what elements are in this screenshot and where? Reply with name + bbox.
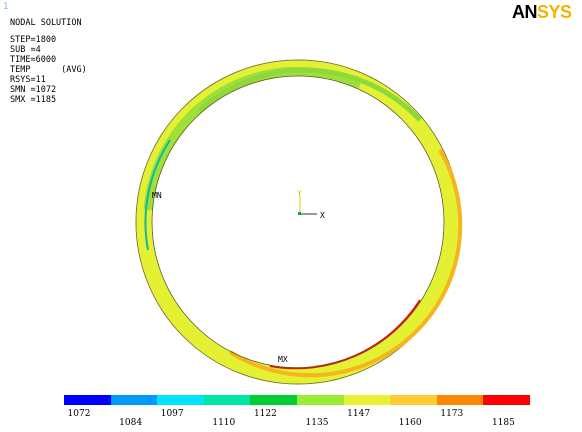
legend-swatch (157, 395, 204, 405)
legend-swatch (250, 395, 297, 405)
legend-tick-label: 1097 (160, 409, 184, 419)
info-sub: SUB =4 (10, 45, 41, 55)
window-number: 1 (3, 2, 9, 12)
solution-title: NODAL SOLUTION (10, 18, 82, 28)
info-time: TIME=6000 (10, 55, 57, 65)
axis-y-label: Y (297, 189, 302, 198)
legend-swatch (296, 395, 344, 405)
legend-tick-label: 1122 (253, 409, 277, 419)
legend-tick-label: 1110 (212, 418, 236, 428)
coordinate-triad: Y X (297, 189, 325, 220)
legend-tick-label: 1147 (347, 409, 371, 419)
ring-warm-zone (228, 148, 463, 378)
info-smx: SMX =1185 (10, 95, 57, 105)
legend-swatch (436, 395, 484, 405)
legend-tick-label: 1084 (119, 418, 143, 428)
ring-inner-edge (151, 75, 445, 369)
legend-swatch (64, 395, 111, 405)
axis-x-label: X (320, 211, 325, 220)
ansys-logo: ANSYS (512, 2, 572, 22)
info-temp: TEMP (AVG) (10, 65, 87, 75)
legend-tick-label: 1072 (67, 409, 91, 419)
legend-tick-label: 1185 (491, 418, 515, 428)
legend-tick-label: 1135 (305, 418, 329, 428)
ring-min-zone (144, 139, 171, 251)
info-rsys: RSYS=11 (10, 75, 46, 85)
legend-tick-label: 1173 (440, 409, 464, 419)
legend-swatch (483, 395, 530, 405)
ring-cool-zone-outer (198, 67, 422, 122)
ring-cool-zone (143, 66, 362, 211)
info-smn: SMN =1072 (10, 85, 57, 95)
legend-swatch (343, 395, 391, 405)
legend-swatch (203, 395, 251, 405)
legend-swatch (390, 395, 437, 405)
legend-tick-label: 1160 (398, 418, 422, 428)
solution-info-block: NODAL SOLUTION STEP=1800 SUB =4 TIME=600… (10, 18, 87, 105)
info-step: STEP=1800 (10, 35, 57, 45)
contour-legend (64, 395, 530, 405)
max-marker: MX (278, 355, 288, 364)
min-marker: MN (152, 191, 162, 200)
legend-swatch (110, 395, 158, 405)
